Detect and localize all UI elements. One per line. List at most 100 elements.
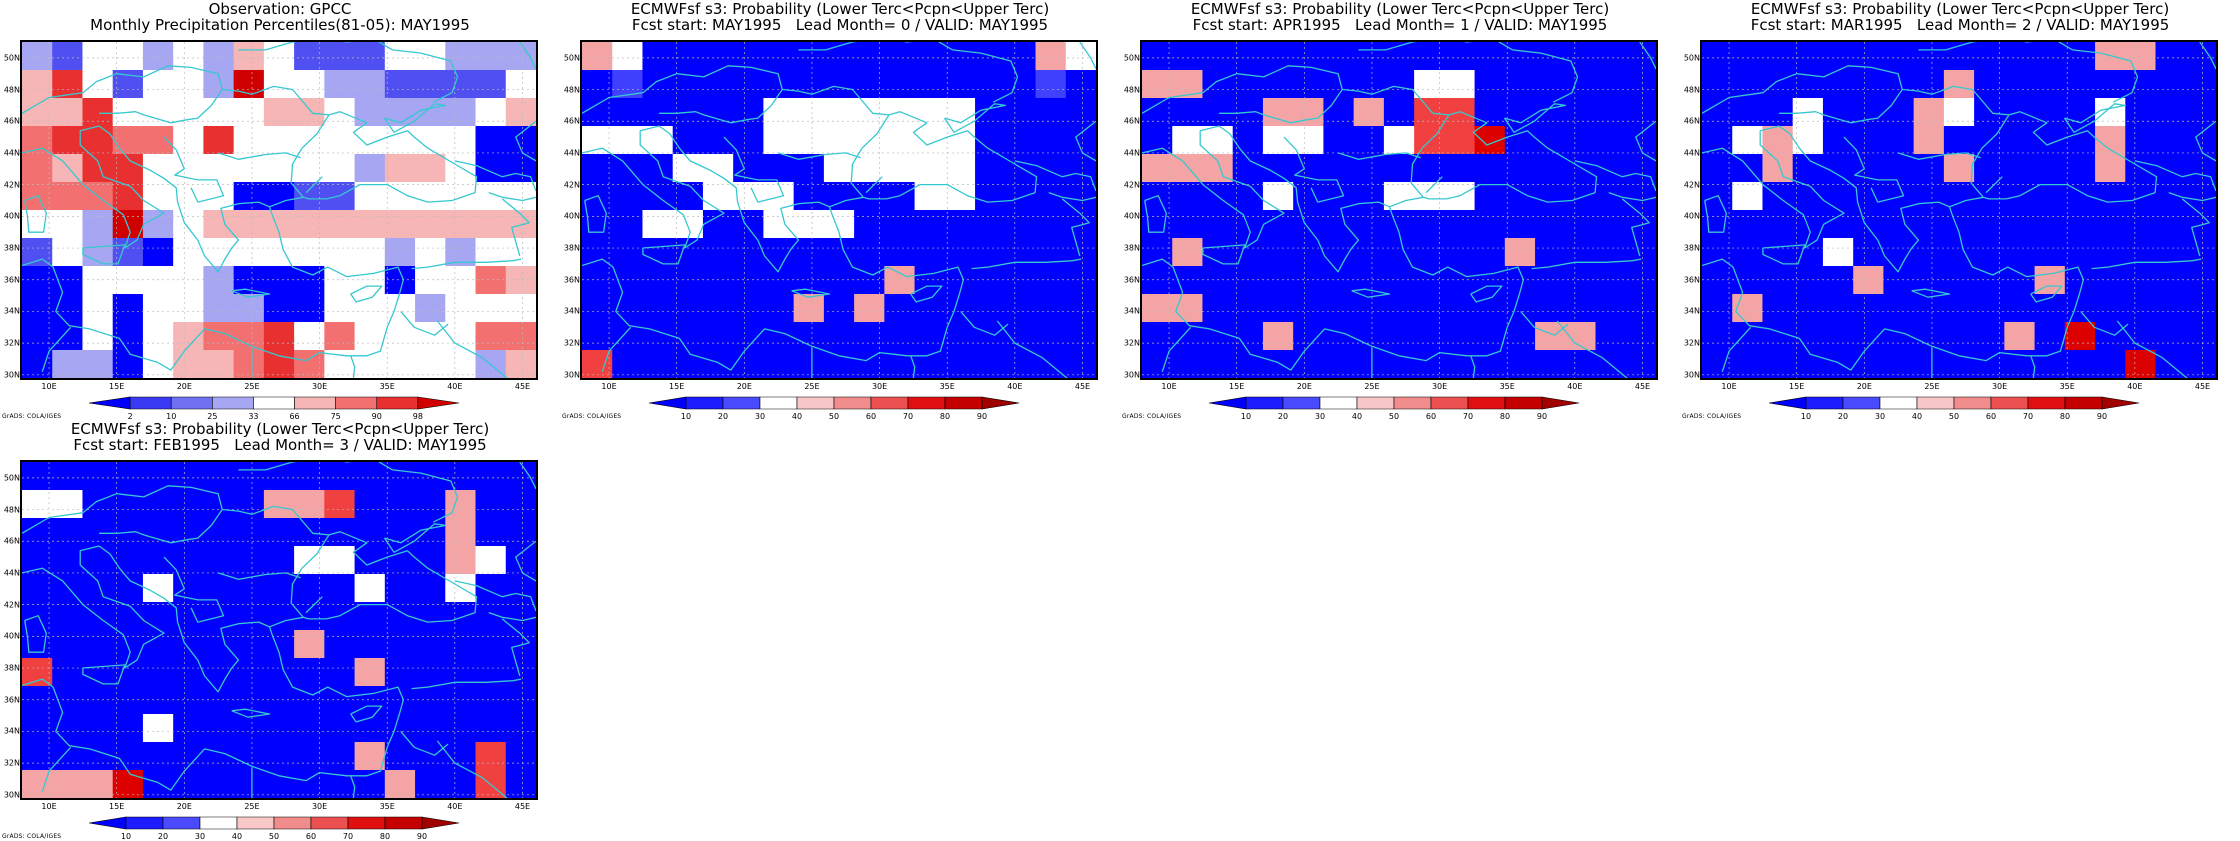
grid-cell: [324, 630, 356, 659]
coastline: [383, 103, 447, 133]
grid-cell: [263, 350, 295, 378]
grid-cell: [2064, 210, 2096, 239]
lon-tick-label: 30E: [311, 802, 328, 811]
coastline: [1639, 42, 1656, 70]
grid-cell: [884, 154, 916, 183]
panel-subtitle: Fcst start: FEB1995 Lead Month= 3 / VALI…: [73, 436, 487, 454]
grid-cell: [294, 658, 325, 687]
grid-cell: [2064, 238, 2096, 267]
grid-cell: [82, 238, 114, 267]
coastline: [798, 42, 1019, 103]
grid-cell: [1822, 70, 1854, 99]
grid-cell: [1595, 70, 1627, 99]
coastline: [1503, 103, 1567, 133]
coastline: [2199, 42, 2216, 70]
grid-cell: [1474, 126, 1506, 155]
grid-cell: [22, 742, 53, 771]
grid-cell: [1444, 238, 1476, 267]
grid-cell: [324, 462, 356, 491]
panel-title: ECMWFsf s3: Probability (Lower Terc<Pcpn…: [1750, 0, 2170, 18]
grid-cell: [324, 294, 356, 323]
grid-cell: [1353, 210, 1385, 239]
grid-cell: [324, 266, 356, 295]
grid-cell: [1595, 154, 1627, 183]
grid-cell: [445, 98, 477, 127]
grid-cell: [1353, 182, 1385, 211]
colorbar-segment: [273, 816, 312, 830]
grid-cell: [415, 238, 446, 267]
grid-cell: [763, 42, 795, 71]
grid-cell: [1913, 154, 1945, 183]
grid-cell: [324, 742, 356, 771]
colorbar-label: 50: [1388, 412, 1400, 421]
colorbar-segment: [1319, 396, 1358, 410]
grid-cell: [384, 742, 416, 771]
grid-cell: [1504, 154, 1536, 183]
grid-cell: [22, 462, 53, 491]
colorbar-label: 20: [157, 832, 169, 841]
grid-cell: [702, 294, 734, 323]
grid-cell: [1702, 322, 1733, 351]
grid-cell: [142, 714, 174, 743]
grid-cell: [1595, 210, 1627, 239]
grid-cell: [173, 630, 205, 659]
grid-cell: [914, 98, 946, 127]
grid-cell: [1792, 238, 1824, 267]
colorbar-segment: [88, 396, 131, 410]
grid-cell: [173, 210, 205, 239]
grid-cell: [263, 154, 295, 183]
coastline: [350, 285, 383, 303]
grid-cell: [82, 42, 114, 71]
grid-cell: [944, 154, 976, 183]
grid-cell: [2095, 210, 2126, 239]
grid-cell: [142, 322, 174, 351]
coastline: [22, 545, 405, 791]
grid-cell: [1595, 42, 1627, 71]
lat-tick-label: 48N: [1123, 85, 1140, 95]
grid-cell: [1762, 322, 1794, 351]
grid-cell: [2064, 98, 2096, 127]
grid-cell: [294, 490, 325, 519]
grid-cell: [944, 70, 976, 99]
coastline: [1358, 42, 1579, 103]
grid-cell: [1504, 42, 1536, 71]
colorbar-label: 90: [2096, 412, 2108, 421]
lat-tick-label: 36N: [563, 275, 580, 285]
grid-cell: [2004, 42, 2036, 71]
grid-cell: [112, 182, 144, 211]
grid-cell: [914, 70, 946, 99]
grid-cell: [475, 518, 507, 547]
grid-cell: [1595, 294, 1627, 323]
grid-cell: [294, 742, 325, 771]
grid-cell: [475, 210, 507, 239]
grid-cell: [384, 238, 416, 267]
grid-cell: [944, 98, 976, 127]
grid-cell: [445, 210, 477, 239]
grid-cell: [52, 266, 84, 295]
grid-cell: [1474, 238, 1506, 267]
lat-tick-label: 50N: [3, 53, 20, 63]
grid-cell: [263, 294, 295, 323]
coastline: [350, 705, 383, 723]
colorbar: [88, 816, 460, 830]
grid-cell: [82, 686, 114, 715]
coastline: [960, 310, 1009, 336]
grid-cell: [22, 546, 53, 575]
colorbar-segment: [1953, 396, 1992, 410]
grid-cell: [1822, 126, 1854, 155]
coastline: [24, 615, 47, 653]
coastline: [1911, 288, 1951, 298]
lon-tick-label: 10E: [41, 382, 57, 391]
grid-cell: [1943, 154, 1975, 183]
lat-tick-label: 34N: [1123, 306, 1140, 316]
colorbar-label: 80: [2059, 412, 2071, 421]
colorbar-segment: [2064, 396, 2103, 410]
grid-cell: [142, 546, 174, 575]
grid-cell: [1913, 182, 1945, 211]
grid-cell: [82, 322, 114, 351]
grid-cell: [763, 350, 795, 378]
grid-cell: [733, 210, 765, 239]
coastline: [163, 556, 225, 623]
grid-cell: [142, 490, 174, 519]
grid-cell: [1913, 350, 1945, 378]
